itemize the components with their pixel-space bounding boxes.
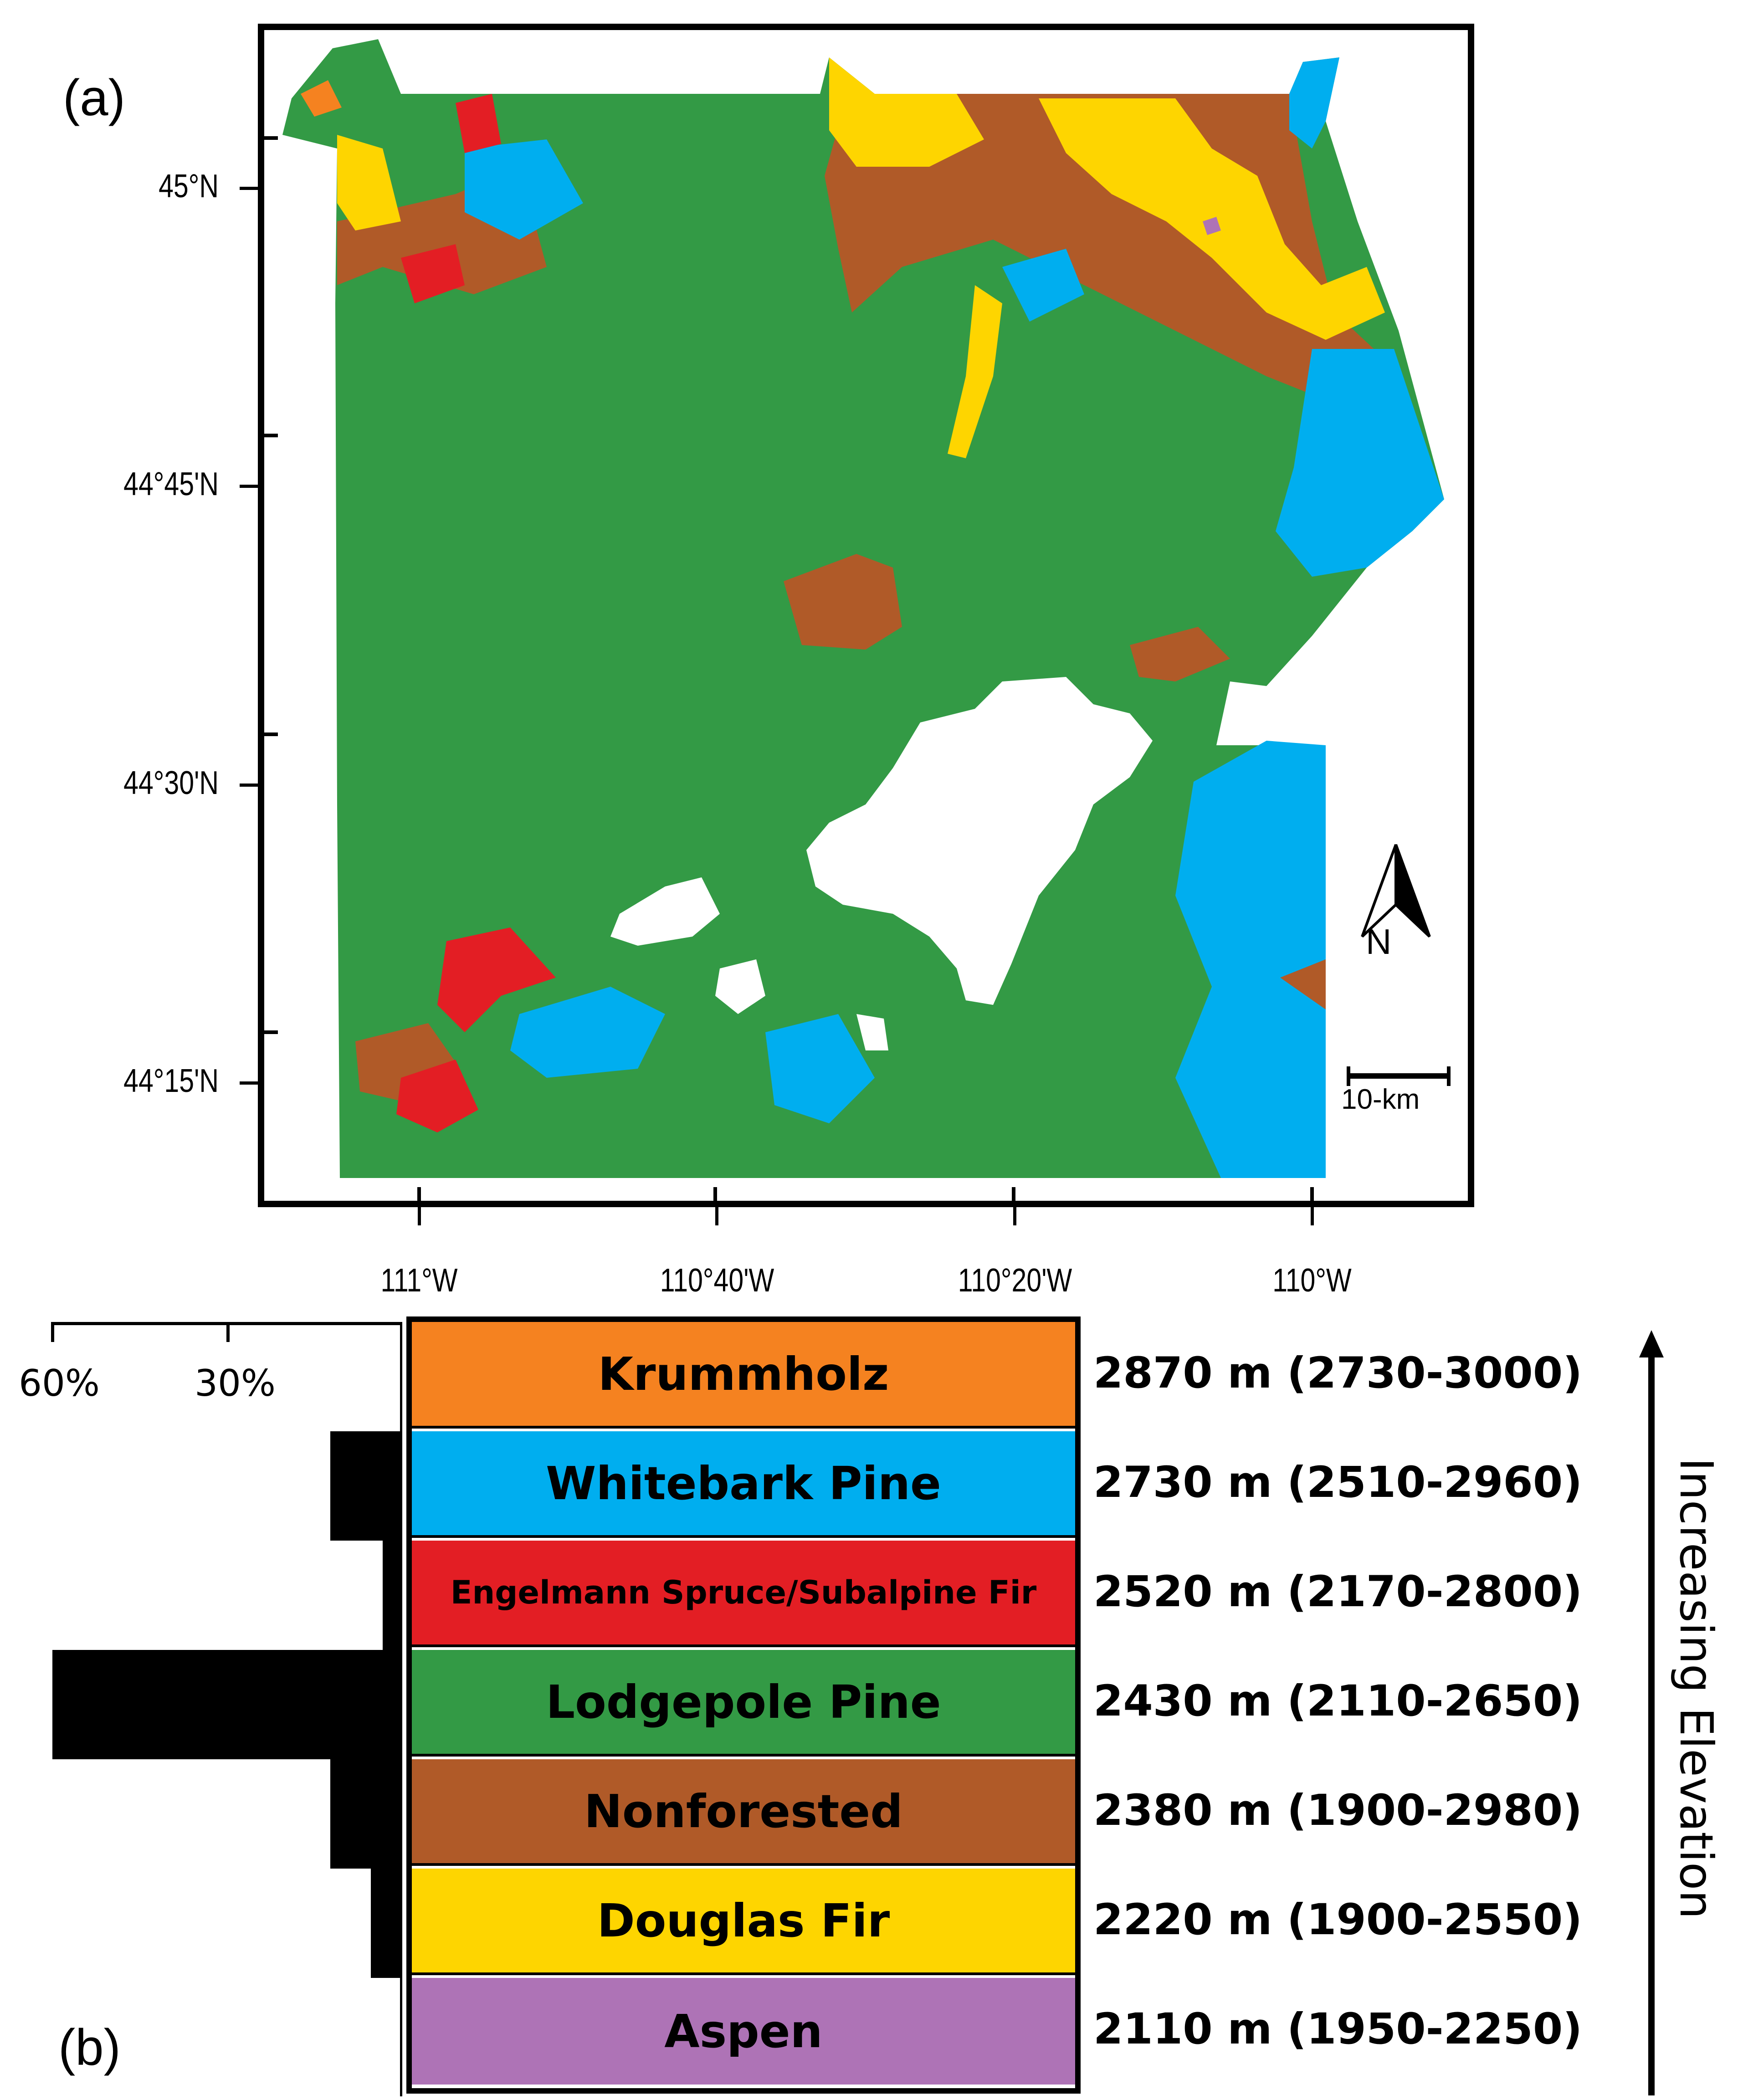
elevation-label: 2870 m (2730-3000)	[1093, 1348, 1583, 1398]
map-yellowstone-lake	[806, 677, 1153, 1005]
histogram-tick-60	[51, 1322, 54, 1342]
histogram-bar	[52, 1650, 400, 1759]
map-nonforested-central	[784, 554, 902, 650]
histogram-baseline	[400, 1322, 402, 2096]
lat-label: 44°30'N	[123, 765, 219, 801]
lat-label: 44°15'N	[123, 1063, 219, 1099]
histogram-bar	[382, 1541, 400, 1650]
scale-bar	[1347, 1066, 1451, 1086]
map-spruce-fir-north	[456, 94, 501, 153]
lon-tick	[715, 1207, 718, 1225]
histogram-tick-label-60: 60%	[19, 1362, 100, 1404]
map-douglas-fir-nw	[337, 135, 401, 230]
panel-label-a: (a)	[63, 69, 125, 126]
map-whitebark-nw	[465, 139, 583, 240]
histogram-tick-30	[226, 1322, 230, 1342]
map-aspen-north	[1203, 217, 1221, 235]
histogram-bar	[371, 1869, 400, 1978]
elevation-label: 2730 m (2510-2960)	[1093, 1458, 1583, 1507]
map-spruce-fir-sw2	[396, 1060, 478, 1132]
map-nonforested-north	[825, 94, 1403, 413]
map-whitebark-sw	[510, 987, 665, 1078]
legend-label: Engelmann Spruce/Subalpine Fir	[450, 1574, 1037, 1611]
map-shoshone-lake	[610, 877, 720, 946]
north-arrow-icon	[1361, 844, 1431, 938]
legend-row-nonforested: Nonforested	[412, 1759, 1075, 1866]
north-arrow-label: N	[1366, 922, 1392, 962]
lon-tick	[1311, 1207, 1314, 1225]
map-whitebark-ne	[1289, 57, 1339, 149]
map-krummholz-nw	[301, 80, 342, 117]
legend-row-lodgepole-pine: Lodgepole Pine	[412, 1650, 1075, 1757]
lon-label: 110°40'W	[660, 1262, 774, 1299]
lon-tick	[1013, 1207, 1016, 1225]
elevation-label: 2380 m (1900-2980)	[1093, 1786, 1583, 1835]
legend-label: Lodgepole Pine	[546, 1675, 941, 1729]
lat-tick	[240, 485, 258, 488]
elevation-label: 2520 m (2170-2800)	[1093, 1567, 1583, 1617]
legend-row-whitebark-pine: Whitebark Pine	[412, 1431, 1075, 1538]
elevation-label: 2110 m (1950-2250)	[1093, 2004, 1583, 2054]
elevation-label: 2220 m (1900-2550)	[1093, 1895, 1583, 1945]
map-nonforested-east	[1130, 627, 1230, 681]
legend-box: Krummholz Whitebark Pine Engelmann Spruc…	[406, 1316, 1081, 2094]
map-whitebark-south	[765, 1014, 875, 1123]
histogram-bar	[330, 1759, 400, 1869]
elevation-arrow-icon	[1639, 1330, 1664, 2095]
legend-row-douglas-fir: Douglas Fir	[412, 1869, 1075, 1975]
lat-label: 44°45'N	[123, 466, 219, 502]
elevation-axis-title: Increasing Elevation	[1670, 1458, 1723, 1919]
elevation-label: 2430 m (2110-2650)	[1093, 1676, 1583, 1726]
lat-label: 45°N	[159, 168, 219, 205]
lon-label: 110°20'W	[958, 1262, 1072, 1299]
map-frame-ticks	[264, 136, 1314, 1201]
map-whitebark-ne-small	[1002, 249, 1084, 322]
map-heart-lake	[856, 1014, 888, 1050]
legend-row-engelmann-spruce: Engelmann Spruce/Subalpine Fir	[412, 1541, 1075, 1647]
map-whitebark-east	[1276, 349, 1444, 577]
map-whitebark-se	[1175, 741, 1326, 1178]
histogram-bar	[330, 1431, 400, 1541]
legend-row-aspen: Aspen	[412, 1978, 1075, 2085]
map-douglas-fir-stream	[948, 285, 1002, 458]
legend-label: Douglas Fir	[597, 1894, 890, 1947]
lat-tick	[240, 784, 258, 787]
map-spruce-fir-west	[401, 244, 465, 303]
map-lewis-lake	[715, 959, 765, 1014]
scale-bar-label: 10-km	[1341, 1084, 1420, 1115]
lon-label: 111°W	[380, 1262, 458, 1299]
lon-tick	[418, 1207, 421, 1225]
map-frame	[258, 24, 1474, 1207]
lat-tick	[240, 1081, 258, 1085]
legend-label: Krummholz	[598, 1347, 889, 1401]
legend-label: Nonforested	[584, 1784, 903, 1838]
lat-tick	[240, 187, 258, 190]
vegetation-map	[264, 39, 1451, 1201]
legend-label: Whitebark Pine	[546, 1456, 941, 1510]
panel-label-b: (b)	[58, 2019, 121, 2076]
legend-label: Aspen	[664, 2004, 823, 2058]
histogram-tick-label-30: 30%	[195, 1362, 276, 1404]
map-spruce-fir-sw	[437, 927, 556, 1032]
lon-label: 110°W	[1272, 1262, 1352, 1299]
map-douglas-fir-north	[829, 57, 984, 167]
legend-row-krummholz: Krummholz	[412, 1322, 1075, 1429]
